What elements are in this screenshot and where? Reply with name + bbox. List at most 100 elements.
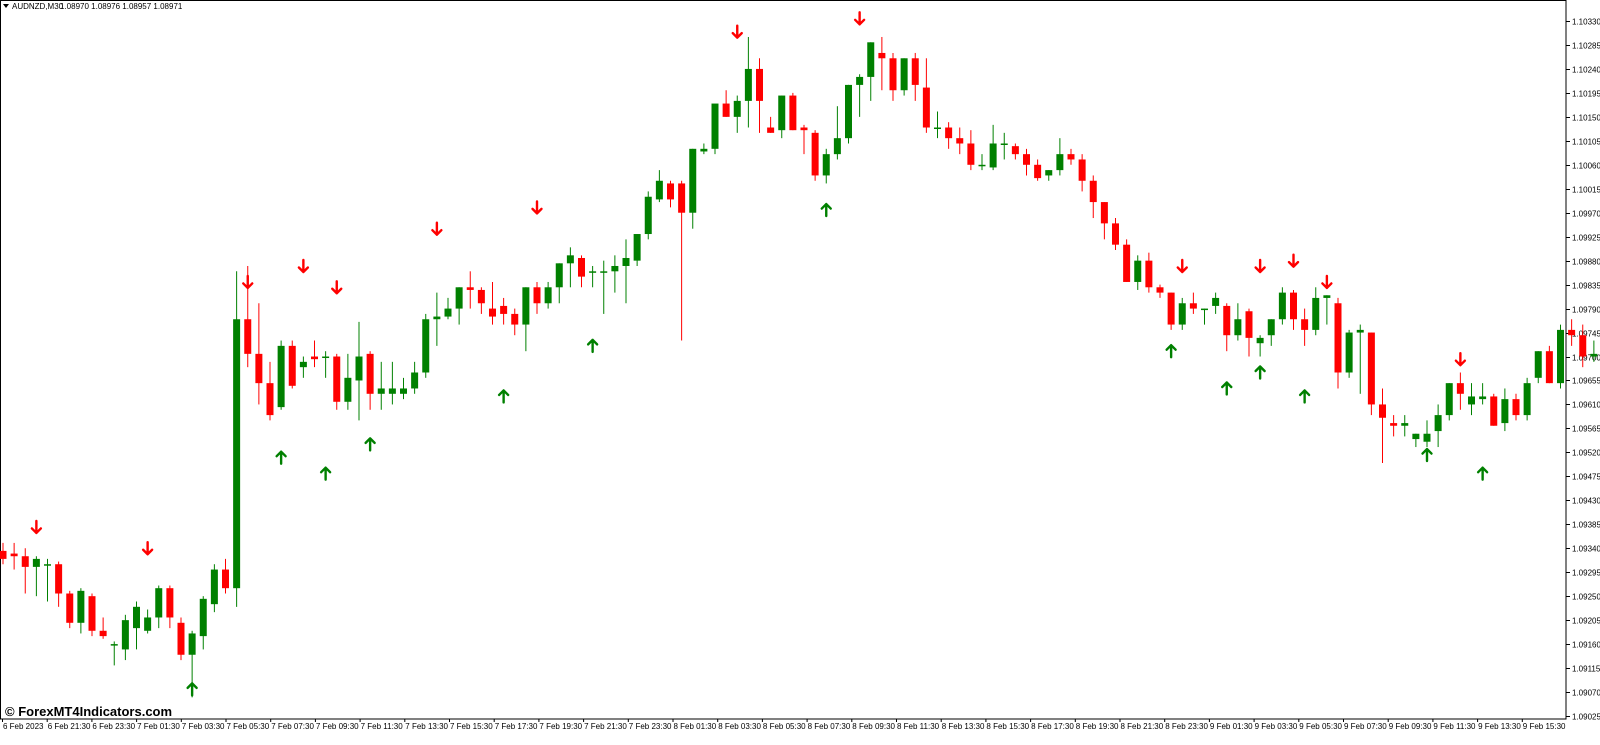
candle (711, 103, 719, 155)
candle (477, 287, 485, 314)
x-tick-label: 7 Feb 05:30 (227, 722, 270, 731)
candle (1234, 303, 1242, 341)
candle-body (1545, 351, 1553, 384)
arrow-shape (1454, 351, 1467, 367)
candle (155, 585, 163, 629)
candle (1456, 372, 1464, 410)
candle-body (1000, 143, 1008, 145)
candle (1512, 393, 1520, 421)
candle (611, 255, 619, 293)
candle-body (500, 305, 508, 314)
candle (388, 361, 396, 405)
arrow-shape (1254, 258, 1266, 274)
arrow-shape (586, 338, 599, 354)
watermark: © ForexMT4Indicators.com (5, 704, 172, 719)
candle-body (1468, 396, 1475, 405)
arrow-shape (275, 450, 287, 465)
candle (1123, 239, 1131, 282)
candle-body (1011, 146, 1019, 155)
candle (500, 297, 508, 325)
arrow-down-icon (1287, 253, 1300, 268)
candle-body (1356, 329, 1364, 333)
candle (1201, 308, 1208, 325)
x-tick-label: 7 Feb 19:30 (539, 722, 582, 731)
candle-body (311, 356, 318, 360)
y-tick-label: 1.09070 (1572, 689, 1600, 698)
candle-body (1089, 180, 1097, 203)
candle-body (867, 42, 875, 77)
candle (644, 191, 652, 240)
candle-body (1290, 292, 1297, 320)
x-tick-label: 8 Feb 23:30 (1165, 722, 1208, 731)
arrow-shape (141, 541, 154, 556)
arrow-shape (820, 202, 832, 218)
candle (1178, 297, 1186, 330)
candle-body (1123, 244, 1131, 282)
candle (1501, 388, 1509, 432)
candle-body (555, 263, 563, 288)
candle-body (1312, 297, 1320, 330)
candle (1412, 433, 1420, 448)
candle-body (1579, 335, 1587, 357)
arrow-up-icon (186, 682, 198, 697)
candle (1134, 255, 1142, 290)
candle (1434, 404, 1442, 448)
plot-frame (0, 0, 1567, 720)
x-tick-label: 7 Feb 17:30 (495, 722, 538, 731)
candle (1401, 415, 1409, 437)
candle (1000, 132, 1008, 160)
candle (322, 351, 330, 378)
candle (10, 542, 18, 570)
candle-body (1334, 303, 1342, 373)
arrow-up-icon (497, 389, 510, 404)
candle (66, 590, 74, 629)
plot-border (0, 0, 1567, 720)
candle (400, 377, 407, 400)
arrow-up-icon (1221, 381, 1233, 396)
candle-body (210, 569, 218, 605)
y-tick-label: 1.09700 (1572, 354, 1600, 363)
candle (945, 122, 953, 149)
y-tick-label: 1.09610 (1572, 401, 1600, 410)
x-tick-label: 8 Feb 11:30 (897, 722, 940, 731)
candle (1011, 143, 1019, 160)
candle (1278, 287, 1286, 325)
candle (1490, 393, 1498, 426)
arrow-down-icon (1176, 258, 1188, 274)
arrow-shape (319, 466, 332, 481)
candle-body (533, 287, 541, 304)
candle (1423, 420, 1431, 448)
candle-body (1201, 308, 1208, 311)
arrow-shape (531, 200, 543, 215)
candle-body (544, 287, 552, 304)
candles-layer (0, 36, 1598, 698)
candle-body (1145, 260, 1153, 288)
candle (99, 617, 107, 639)
candle-body (1456, 383, 1464, 394)
candle (1445, 383, 1453, 421)
x-tick-label: 7 Feb 15:30 (450, 722, 493, 731)
candle-body (922, 87, 930, 128)
candle (210, 564, 218, 613)
candle-body (433, 316, 441, 320)
x-tick-label: 7 Feb 07:30 (271, 722, 314, 731)
candle-body (633, 234, 641, 261)
x-tick-label: 9 Feb 13:30 (1478, 722, 1521, 731)
candle (811, 130, 819, 181)
candle (934, 111, 941, 139)
candle (21, 548, 29, 594)
candle (1301, 308, 1309, 346)
candle-body (1423, 433, 1431, 442)
candle-body (722, 103, 730, 117)
candle-body (1278, 292, 1286, 320)
candle-body (800, 127, 808, 131)
x-tick-label: 7 Feb 03:30 (182, 722, 225, 731)
x-tick-label: 6 Feb 2023 (3, 722, 44, 731)
candle (1023, 148, 1030, 176)
candle-body (233, 319, 241, 589)
y-tick-label: 1.09115 (1572, 665, 1600, 674)
candle (1256, 335, 1264, 357)
dropdown-triangle-icon[interactable] (3, 4, 9, 8)
candle (1356, 324, 1364, 394)
